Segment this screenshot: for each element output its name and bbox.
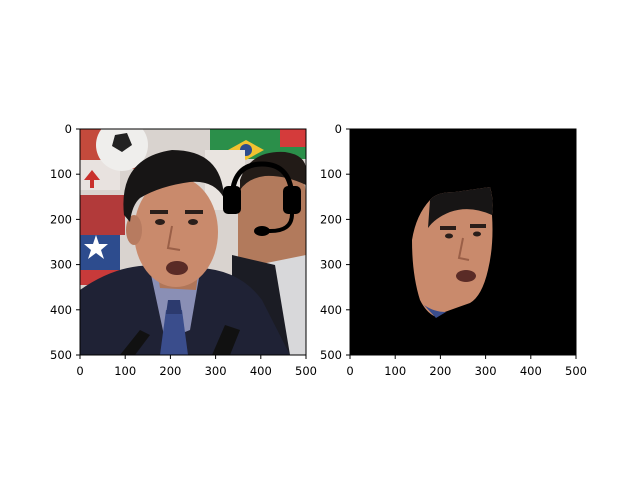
left-y-axis	[76, 128, 80, 356]
left-xtick-label: 0	[76, 364, 83, 378]
right-ytick-label: 100	[320, 167, 342, 181]
right-ytick-label: 300	[320, 258, 342, 272]
left-ytick-label: 100	[50, 167, 72, 181]
right-xtick-label: 400	[520, 364, 542, 378]
right-xtick-label: 100	[384, 364, 406, 378]
left-xtick-label: 200	[159, 364, 181, 378]
right-xtick-label: 500	[565, 364, 587, 378]
right-ytick-label: 500	[320, 348, 342, 362]
right-ytick-label: 0	[335, 122, 342, 136]
right-ytick-label: 200	[320, 212, 342, 226]
left-x-axis	[79, 355, 307, 359]
right-y-axis	[346, 128, 350, 356]
right-x-axis	[349, 355, 577, 359]
right-ytick-label: 400	[320, 303, 342, 317]
left-ytick-label: 0	[65, 122, 72, 136]
left-ytick-label: 200	[50, 212, 72, 226]
left-ytick-label: 500	[50, 348, 72, 362]
right-xtick-label: 0	[346, 364, 353, 378]
right-xtick-label: 200	[429, 364, 451, 378]
right-axes-frame	[349, 128, 577, 356]
left-xtick-label: 400	[250, 364, 272, 378]
left-xtick-label: 500	[295, 364, 317, 378]
right-image	[350, 129, 576, 355]
left-ytick-label: 300	[50, 258, 72, 272]
right-xtick-label: 300	[475, 364, 497, 378]
left-xtick-label: 300	[205, 364, 227, 378]
left-xtick-label: 100	[114, 364, 136, 378]
headset-icon	[223, 161, 301, 236]
left-image	[80, 129, 306, 355]
left-ytick-label: 400	[50, 303, 72, 317]
left-axes-frame	[79, 128, 307, 356]
